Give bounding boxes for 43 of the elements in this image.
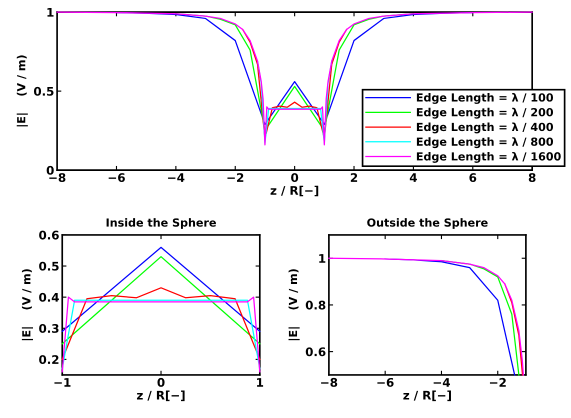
legend-label: Edge Length = λ / 400 (416, 122, 554, 134)
line-series (328, 258, 524, 376)
y-tick-label: 1 (319, 254, 326, 263)
y-tick-label: 0 (46, 166, 54, 175)
x-tick-label: 0 (157, 378, 165, 387)
legend-label: Edge Length = λ / 1600 (416, 152, 561, 163)
x-axis-title: z / R[−] (270, 186, 318, 196)
legend-label: Edge Length = λ / 100 (416, 93, 554, 104)
x-tick-label: −4 (168, 173, 184, 182)
x-axis-title: z / R[−] (136, 390, 185, 402)
x-tick-label: 0 (291, 173, 298, 182)
y-tick-label: 1 (47, 8, 54, 17)
x-tick-label: −4 (434, 378, 450, 387)
x-tick-label: 1 (257, 378, 264, 387)
x-tick-label: −6 (108, 173, 125, 182)
y-tick-label: 0.4 (39, 292, 59, 302)
line-series (256, 60, 332, 144)
y-tick-label: 0.8 (306, 300, 326, 310)
x-tick-label: 2 (350, 173, 358, 182)
x-tick-label: 4 (410, 173, 417, 182)
x-tick-label: −8 (321, 378, 338, 387)
y-axis-title: |E| (V / m) (22, 269, 33, 340)
chart-title: Inside the Sphere (106, 218, 216, 229)
x-tick-label: −6 (377, 378, 394, 387)
x-tick-label: 6 (469, 173, 476, 182)
x-tick-label: −1 (54, 378, 70, 387)
y-tick-label: 0.5 (39, 262, 59, 271)
x-tick-label: −2 (490, 378, 506, 387)
y-tick-label: 0.3 (39, 324, 59, 333)
legend-label: Edge Length = λ / 800 (416, 137, 554, 148)
chart-title: Outside the Sphere (367, 218, 488, 229)
y-tick-label: 0.6 (39, 230, 59, 240)
x-axis-title: z / R[−] (403, 390, 451, 402)
y-axis-title: |E| (V / m) (16, 55, 28, 126)
legend-label: Edge Length = λ / 200 (416, 108, 554, 119)
y-tick-label: 0.2 (39, 355, 58, 364)
y-tick-label: 0.6 (306, 347, 326, 356)
x-tick-label: −2 (227, 173, 244, 182)
line-series (62, 287, 260, 360)
x-tick-label: 8 (528, 173, 536, 182)
x-tick-label: −8 (49, 173, 66, 182)
y-axis-title: |E| (V / m) (288, 269, 300, 340)
y-tick-label: 0.5 (34, 86, 54, 96)
